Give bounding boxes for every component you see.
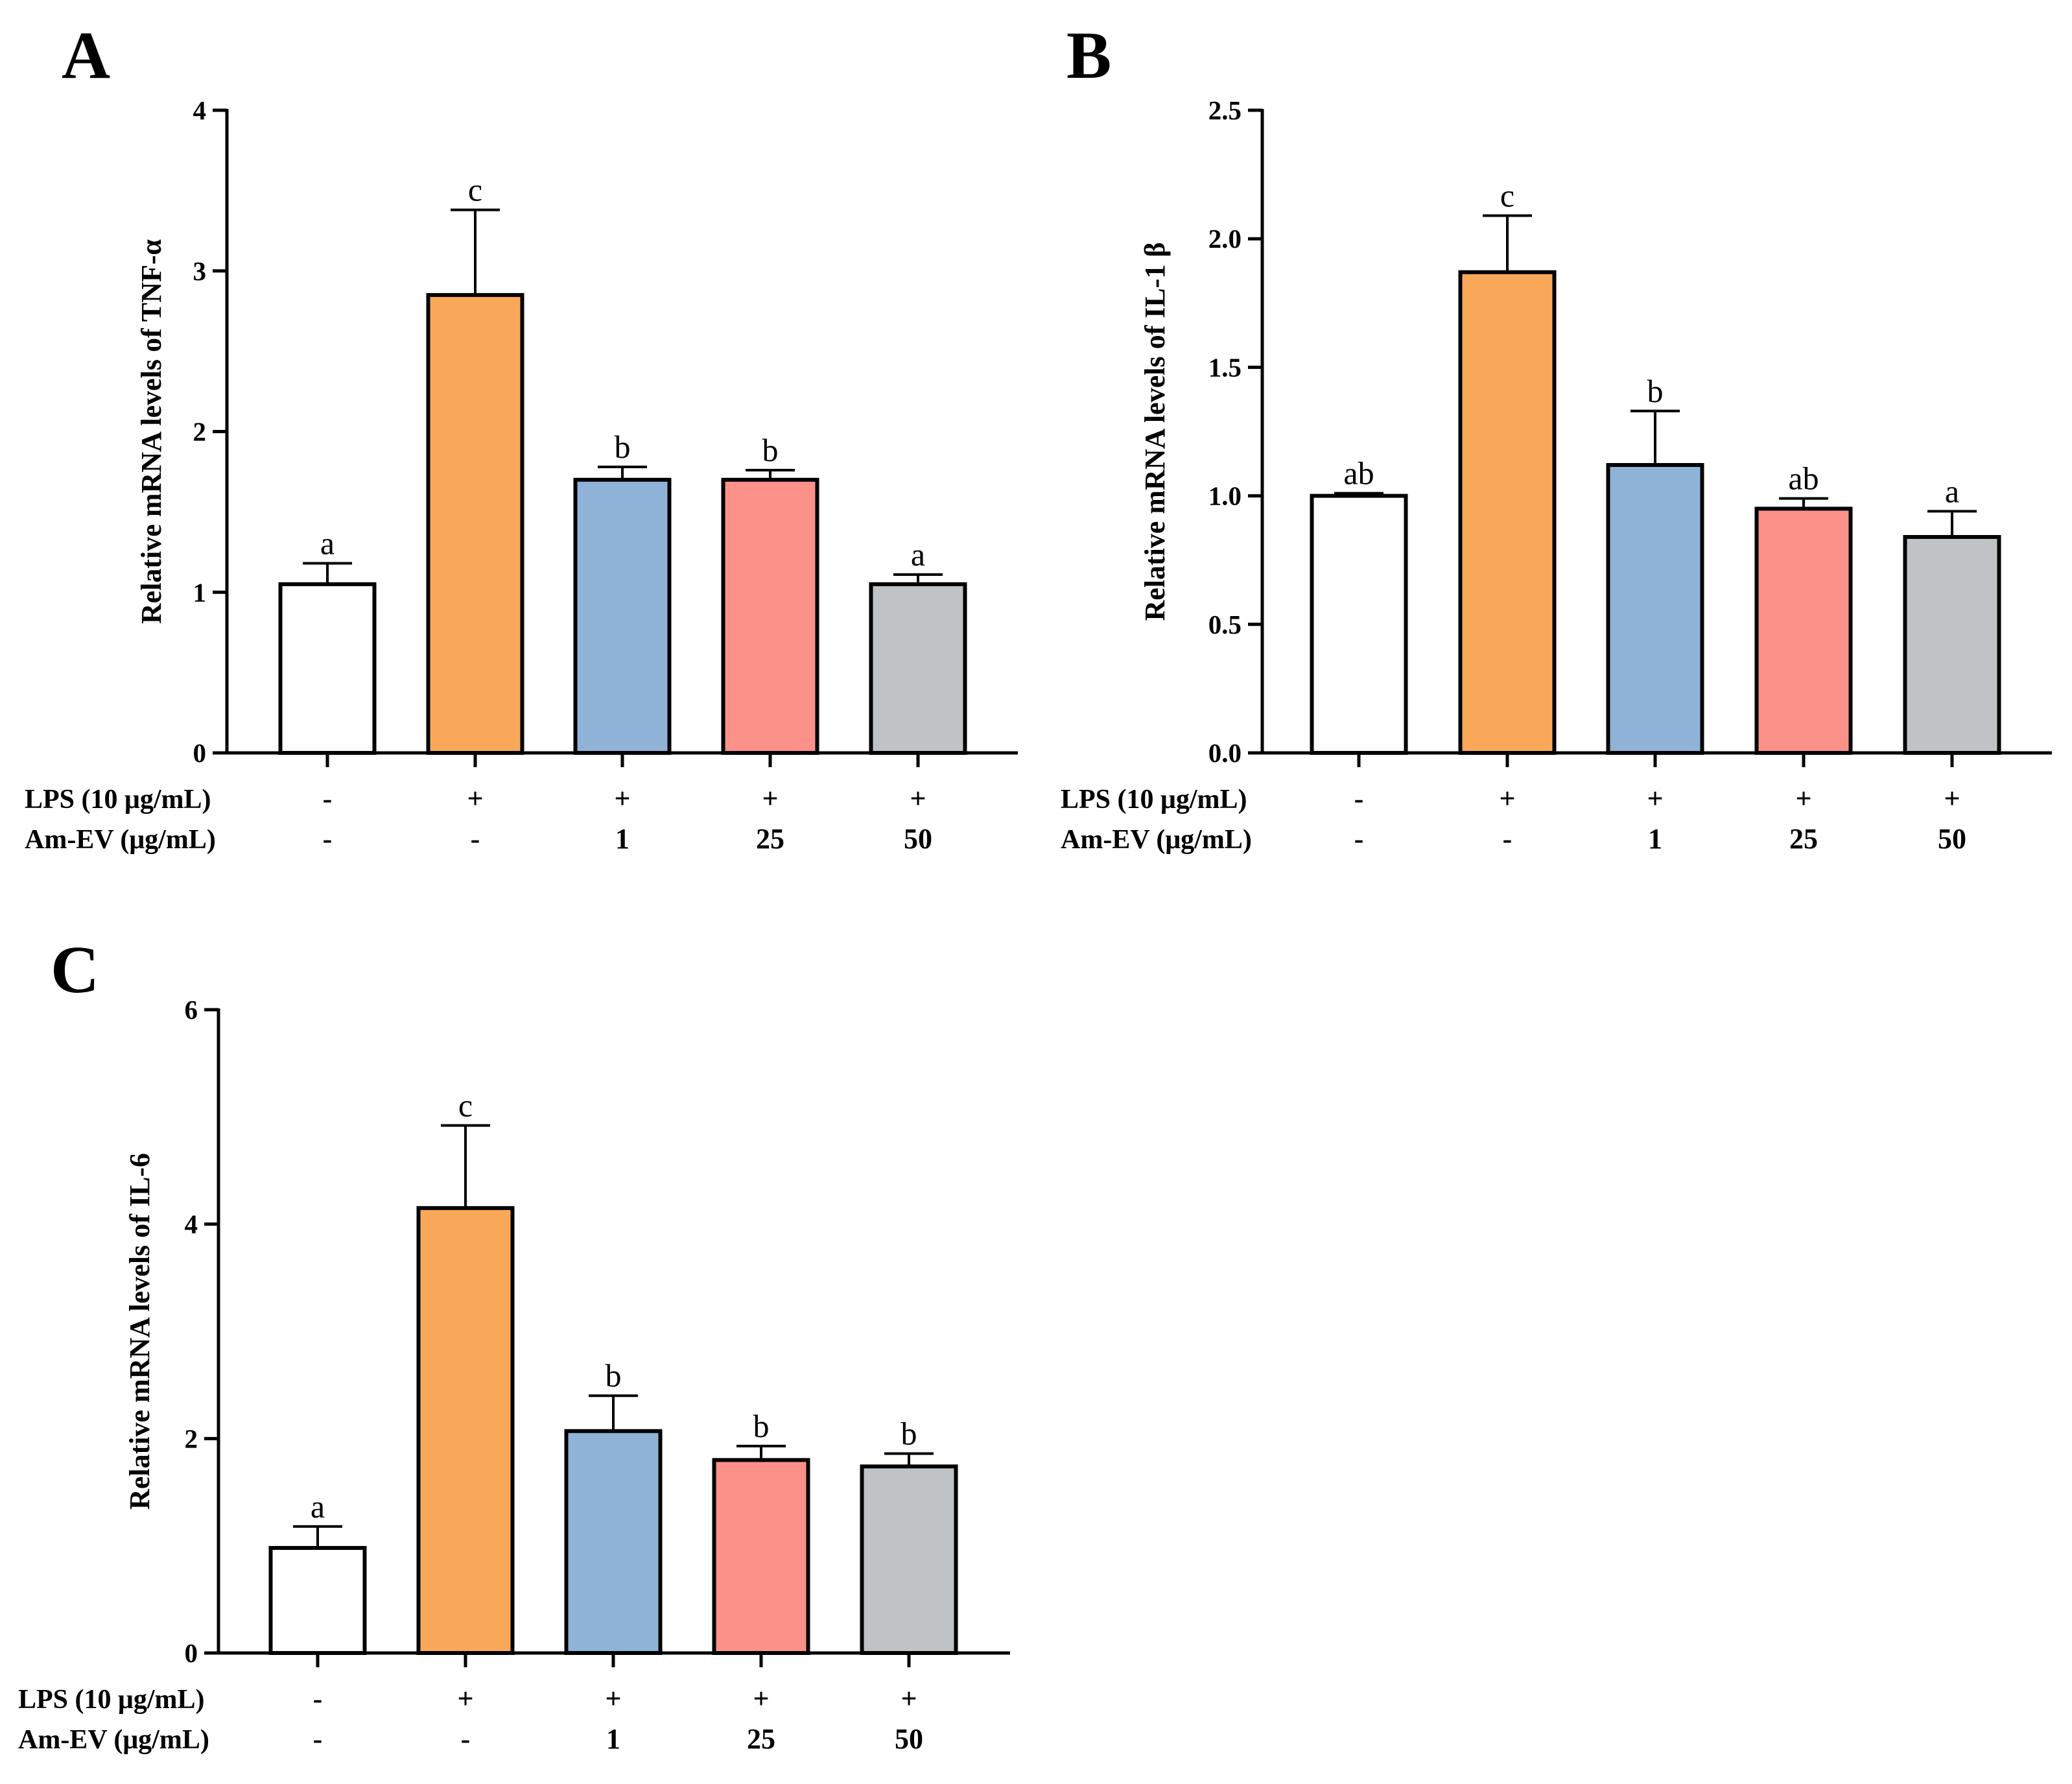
y-tick-label: 6 [185, 995, 198, 1025]
amev-row-label: Am-EV (μg/mL) [1061, 825, 1252, 855]
lps-condition: + [1499, 783, 1515, 815]
significance-letter: ab [1343, 455, 1374, 492]
amev-condition: 1 [615, 823, 630, 855]
y-tick-label: 0.0 [1208, 738, 1242, 768]
bar [426, 292, 524, 755]
panel-a-plot: 0 1 2 3 4 Relative mRNA levels of TNF-α a - - c + -… [25, 95, 1018, 855]
lps-condition: + [910, 783, 926, 815]
bar [1310, 494, 1408, 755]
significance-letter: b [753, 1408, 770, 1444]
lps-condition: + [901, 1683, 917, 1715]
significance-letter: b [901, 1415, 917, 1451]
amev-condition: - [323, 823, 333, 855]
significance-letter: b [762, 432, 779, 468]
lps-row-label: LPS (10 μg/mL) [25, 785, 211, 815]
significance-letter: a [311, 1488, 325, 1525]
panel-letter-a: A [62, 18, 110, 93]
y-tick-label: 2 [185, 1423, 198, 1453]
amev-row-label: Am-EV (μg/mL) [25, 825, 216, 855]
amev-condition: - [1503, 823, 1513, 855]
panel-letter-b: B [1066, 18, 1111, 93]
bar [1606, 463, 1704, 755]
lps-condition: + [605, 1683, 621, 1715]
lps-condition: + [762, 783, 778, 815]
amev-condition: - [1354, 823, 1364, 855]
significance-letter: c [1500, 178, 1514, 214]
bar [1903, 535, 2001, 755]
lps-row-label: LPS (10 μg/mL) [1061, 785, 1247, 815]
y-axis-title: Relative mRNA levels of IL-6 [124, 1153, 156, 1510]
significance-letter: a [320, 525, 335, 562]
significance-letter: a [911, 536, 925, 573]
amev-condition: 1 [606, 1723, 620, 1755]
amev-condition: 25 [756, 823, 784, 855]
y-tick-label: 1 [193, 577, 207, 607]
bar [268, 1545, 367, 1656]
lps-condition: + [753, 1683, 769, 1715]
y-axis-title: Relative mRNA levels of IL-1 β [1139, 242, 1171, 621]
bar [416, 1206, 515, 1656]
significance-letter: b [615, 429, 631, 465]
y-tick-label: 2.0 [1208, 224, 1242, 254]
amev-condition: 25 [747, 1723, 775, 1755]
amev-row-label: Am-EV (μg/mL) [18, 1725, 209, 1755]
amev-condition: 1 [1648, 823, 1662, 855]
significance-letter: c [468, 172, 482, 208]
panel-b: B 0.0 0.5 1.0 1.5 2.0 2.5 Relative mRNA levels… [1061, 18, 2052, 855]
bar [564, 1429, 663, 1655]
significance-letter: b [1647, 373, 1664, 409]
amev-condition: 25 [1789, 823, 1818, 855]
y-tick-label: 1.5 [1208, 352, 1242, 382]
amev-condition: 50 [895, 1723, 923, 1755]
significance-letter: ab [1788, 460, 1819, 497]
panel-letter-c: C [51, 933, 99, 1007]
significance-letter: b [606, 1357, 622, 1394]
panel-c-plot: 0 2 4 6 Relative mRNA levels of IL-6 a - - c + - b +… [18, 995, 1010, 1755]
bar [573, 477, 672, 755]
y-tick-label: 0.5 [1208, 610, 1242, 639]
lps-condition: - [323, 783, 333, 815]
amev-condition: 50 [904, 823, 932, 855]
significance-letter: a [1945, 473, 1959, 509]
amev-condition: - [471, 823, 480, 855]
y-tick-label: 2 [193, 417, 207, 447]
amev-condition: 50 [1938, 823, 1966, 855]
bar [860, 1464, 958, 1656]
bar [278, 582, 377, 755]
y-tick-label: 3 [193, 256, 207, 286]
y-tick-label: 0 [193, 738, 207, 768]
significance-letter: c [458, 1088, 473, 1124]
lps-condition: - [1354, 783, 1364, 815]
bar [721, 477, 819, 755]
panel-c: C 0 2 4 6 Relative mRNA levels of IL-6 a - - c + -… [18, 933, 1010, 1755]
y-tick-label: 1.0 [1208, 481, 1242, 511]
lps-condition: + [467, 783, 483, 815]
y-tick-label: 2.5 [1208, 95, 1242, 125]
lps-condition: + [457, 1683, 473, 1715]
y-axis-title: Relative mRNA levels of TNF-α [135, 239, 167, 624]
panel-a: A 0 1 2 3 4 Relative mRNA levels of TNF-α a - - c… [25, 18, 1018, 855]
bar [869, 582, 967, 755]
amev-condition: - [313, 1723, 323, 1755]
lps-condition: + [1795, 783, 1811, 815]
y-tick-label: 0 [185, 1638, 198, 1668]
bar [1458, 270, 1557, 755]
lps-condition: - [313, 1683, 323, 1715]
lps-condition: + [1647, 783, 1663, 815]
y-tick-label: 4 [185, 1209, 198, 1239]
lps-row-label: LPS (10 μg/mL) [18, 1685, 204, 1715]
y-tick-label: 4 [193, 95, 207, 125]
bar [712, 1458, 810, 1655]
amev-condition: - [461, 1723, 471, 1755]
lps-condition: + [614, 783, 630, 815]
panel-b-plot: 0.0 0.5 1.0 1.5 2.0 2.5 Relative mRNA levels o… [1061, 95, 2052, 855]
lps-condition: + [1944, 783, 1960, 815]
bar [1754, 506, 1853, 755]
